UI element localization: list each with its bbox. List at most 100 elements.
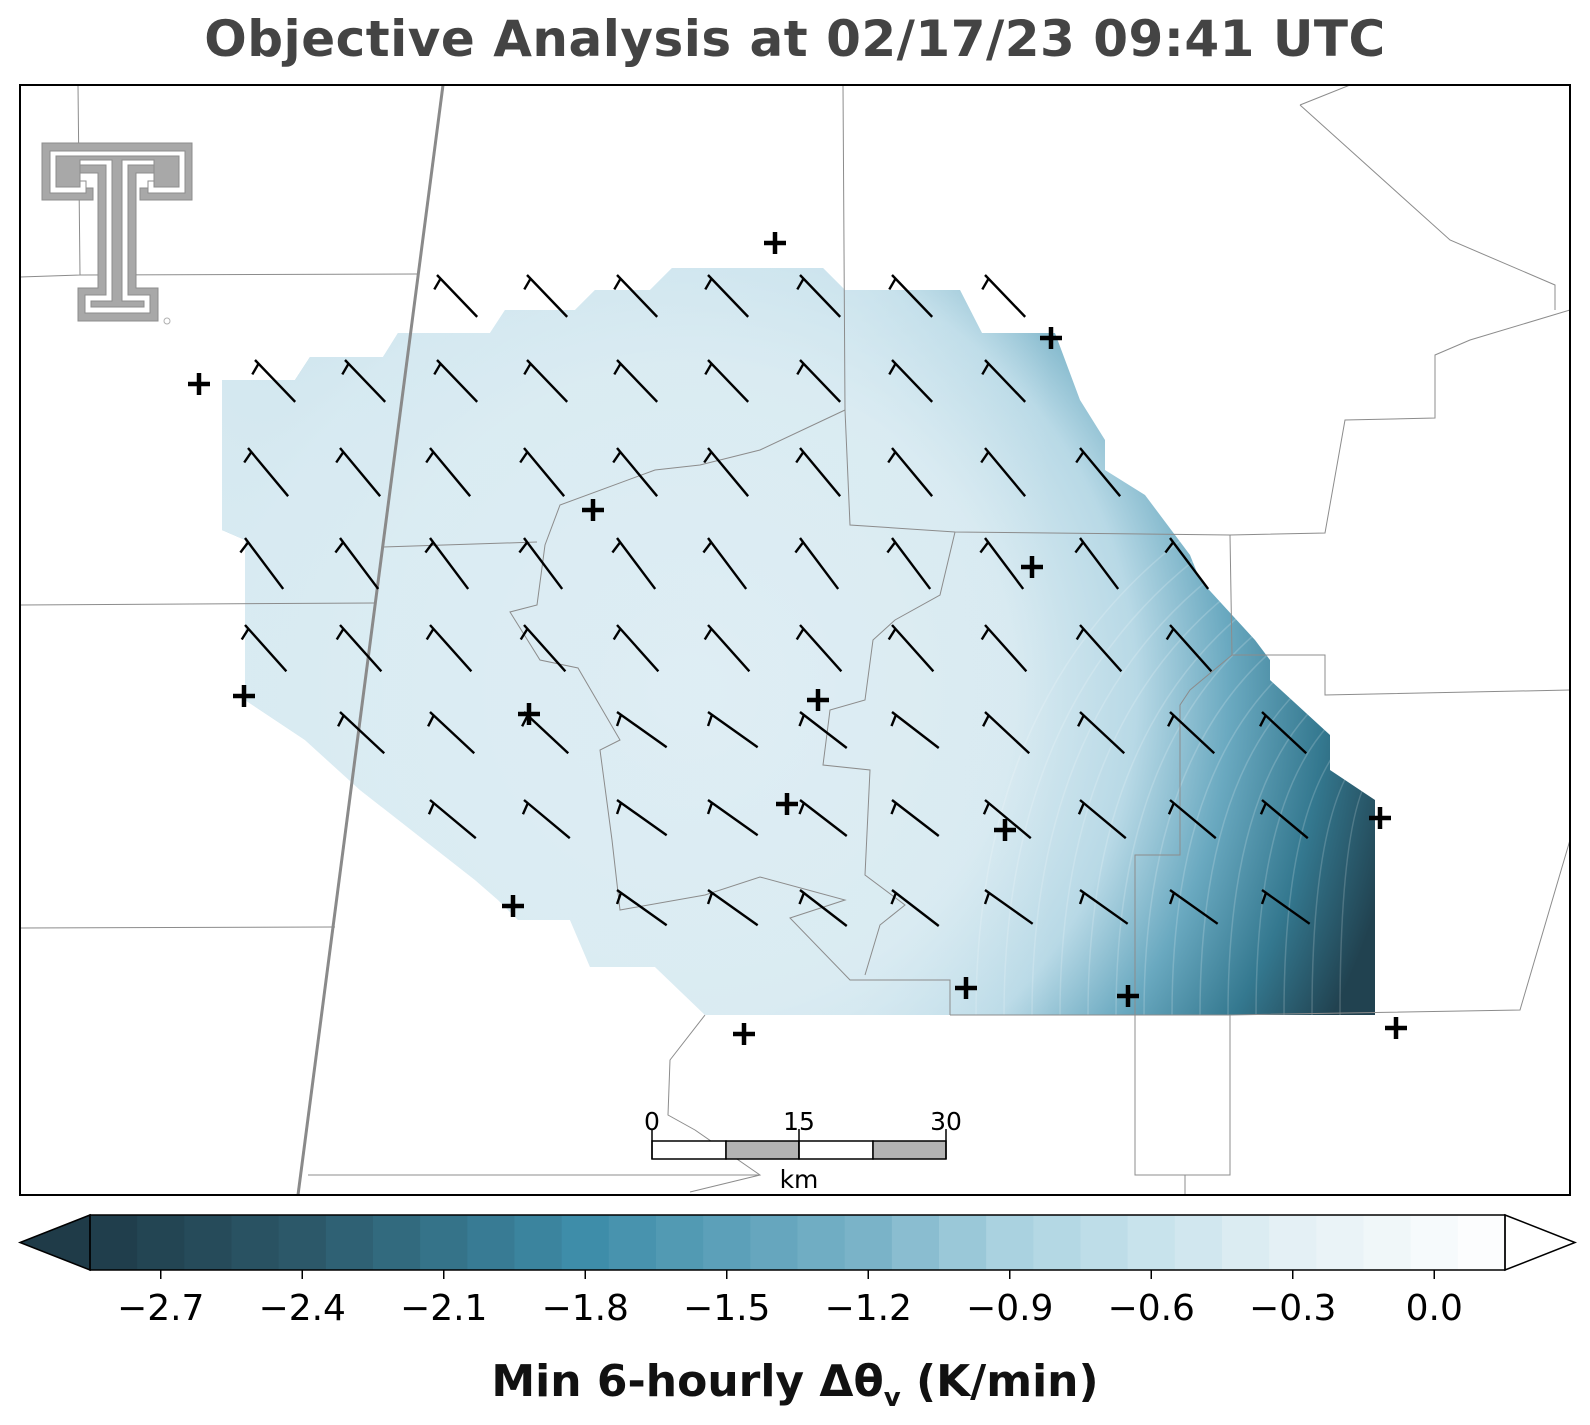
wind-barb	[337, 711, 386, 755]
station-marker[interactable]	[807, 689, 829, 711]
station-marker[interactable]	[1369, 807, 1391, 829]
wind-barb	[979, 537, 1025, 590]
colorbar-swatch	[797, 1215, 846, 1270]
wind-barb	[798, 889, 848, 927]
station-marker[interactable]	[955, 977, 977, 999]
colorbar-tick-label: −2.4	[259, 1288, 346, 1329]
colorbar-swatch	[467, 1215, 516, 1270]
wind-barb	[795, 447, 842, 497]
colorbar-swatch	[891, 1215, 940, 1270]
colorbar-extend-max	[1504, 1213, 1578, 1272]
colorbar-swatch	[514, 1215, 563, 1270]
wind-barb	[615, 711, 668, 749]
wind-barb	[519, 624, 567, 673]
wind-barb	[1259, 711, 1308, 755]
wind-barb	[335, 624, 383, 673]
wind-barb	[334, 537, 380, 590]
colorbar-tick-label: −0.6	[1108, 1288, 1195, 1329]
colorbar-swatch	[1174, 1215, 1223, 1270]
wind-barb	[1164, 537, 1210, 590]
wind-barb	[706, 711, 759, 749]
wind-barb	[980, 624, 1028, 673]
colorbar-swatch	[373, 1215, 421, 1270]
wind-barb	[615, 799, 668, 837]
station-marker[interactable]	[1040, 327, 1062, 349]
wind-barb	[888, 359, 934, 403]
colorbar-swatch	[1127, 1215, 1176, 1270]
wind-barb	[1074, 537, 1120, 590]
wind-barb	[704, 274, 750, 318]
wind-barb	[1077, 711, 1126, 755]
wind-barb	[239, 537, 285, 590]
colorbar-swatch	[184, 1215, 233, 1270]
colorbar-tick-label: −1.2	[825, 1288, 912, 1329]
wind-barb	[425, 447, 472, 497]
wind-barb	[703, 447, 750, 497]
wind-barb	[424, 537, 470, 590]
station-marker[interactable]	[582, 499, 604, 521]
station-marker[interactable]	[733, 1023, 755, 1045]
wind-barb	[887, 447, 934, 497]
station-marker[interactable]	[233, 685, 255, 707]
station-marker[interactable]	[1117, 985, 1139, 1007]
colorbar-tick-label: 0.0	[1406, 1288, 1463, 1329]
colorbar-swatch	[278, 1215, 327, 1270]
wind-barb	[702, 537, 748, 590]
texas-tech-logo-icon	[41, 142, 193, 325]
station-marker[interactable]	[188, 373, 210, 395]
map-frame	[19, 84, 1571, 1196]
station-marker[interactable]	[1385, 1017, 1407, 1039]
colorbar-tick-label: −1.8	[542, 1288, 629, 1329]
wind-barb	[798, 711, 848, 749]
colorbar-swatch	[1363, 1215, 1412, 1270]
wind-barb	[613, 359, 659, 403]
wind-barb	[982, 711, 1031, 755]
wind-barb	[1167, 799, 1217, 840]
colorbar-extend-min	[17, 1213, 91, 1272]
station-marker[interactable]	[1021, 556, 1043, 578]
wind-barb	[427, 799, 477, 840]
station-marker[interactable]	[502, 895, 524, 917]
stations-layer	[188, 232, 1407, 1045]
scale-bar-label-0: 0	[644, 1107, 660, 1136]
wind-barb	[980, 447, 1027, 497]
station-marker[interactable]	[994, 819, 1016, 841]
wind-barb	[796, 274, 842, 318]
wind-barb	[795, 624, 843, 673]
wind-barb	[523, 359, 569, 403]
colorbar-swatch	[1033, 1215, 1082, 1270]
colorbar-tick-label: −0.3	[1249, 1288, 1336, 1329]
wind-barb	[982, 799, 1032, 840]
wind-barb	[886, 537, 932, 590]
colorbar-tick-label: −0.9	[966, 1288, 1053, 1329]
scale-bar-label-15: 15	[783, 1107, 815, 1136]
colorbar-swatch	[1457, 1215, 1506, 1270]
wind-barb	[251, 359, 297, 403]
colorbar-tick-label: −2.1	[400, 1288, 487, 1329]
scale-bar-label-30: 30	[930, 1107, 962, 1136]
wind-barb	[240, 624, 288, 673]
wind-barb	[1078, 889, 1129, 925]
wind-barb	[887, 624, 935, 673]
wind-barb	[612, 447, 659, 497]
wind-barb	[1165, 624, 1213, 673]
colorbar-swatch	[1269, 1215, 1317, 1270]
wind-barb	[890, 711, 940, 749]
colorbar-swatch	[939, 1215, 987, 1270]
wind-barb	[427, 711, 476, 755]
colorbar-label: Min 6-hourly Δθv (K/min)	[491, 1356, 1099, 1413]
wind-barb	[794, 537, 840, 590]
wind-barb	[890, 799, 940, 837]
wind-barb	[615, 889, 668, 927]
wind-barb	[1167, 711, 1216, 755]
wind-barb	[983, 889, 1034, 925]
station-marker[interactable]	[776, 793, 798, 815]
colorbar: −2.7 −2.4 −2.1 −1.8 −1.5 −1.2 −0.9 −0.6 −0.3 0.0	[17, 1213, 1578, 1329]
colorbar-swatch	[703, 1215, 751, 1270]
station-marker[interactable]	[764, 232, 786, 254]
wind-barb	[341, 359, 387, 403]
colorbar-outline	[89, 1214, 1506, 1271]
station-marker[interactable]	[518, 703, 540, 725]
wind-barb	[888, 274, 934, 318]
